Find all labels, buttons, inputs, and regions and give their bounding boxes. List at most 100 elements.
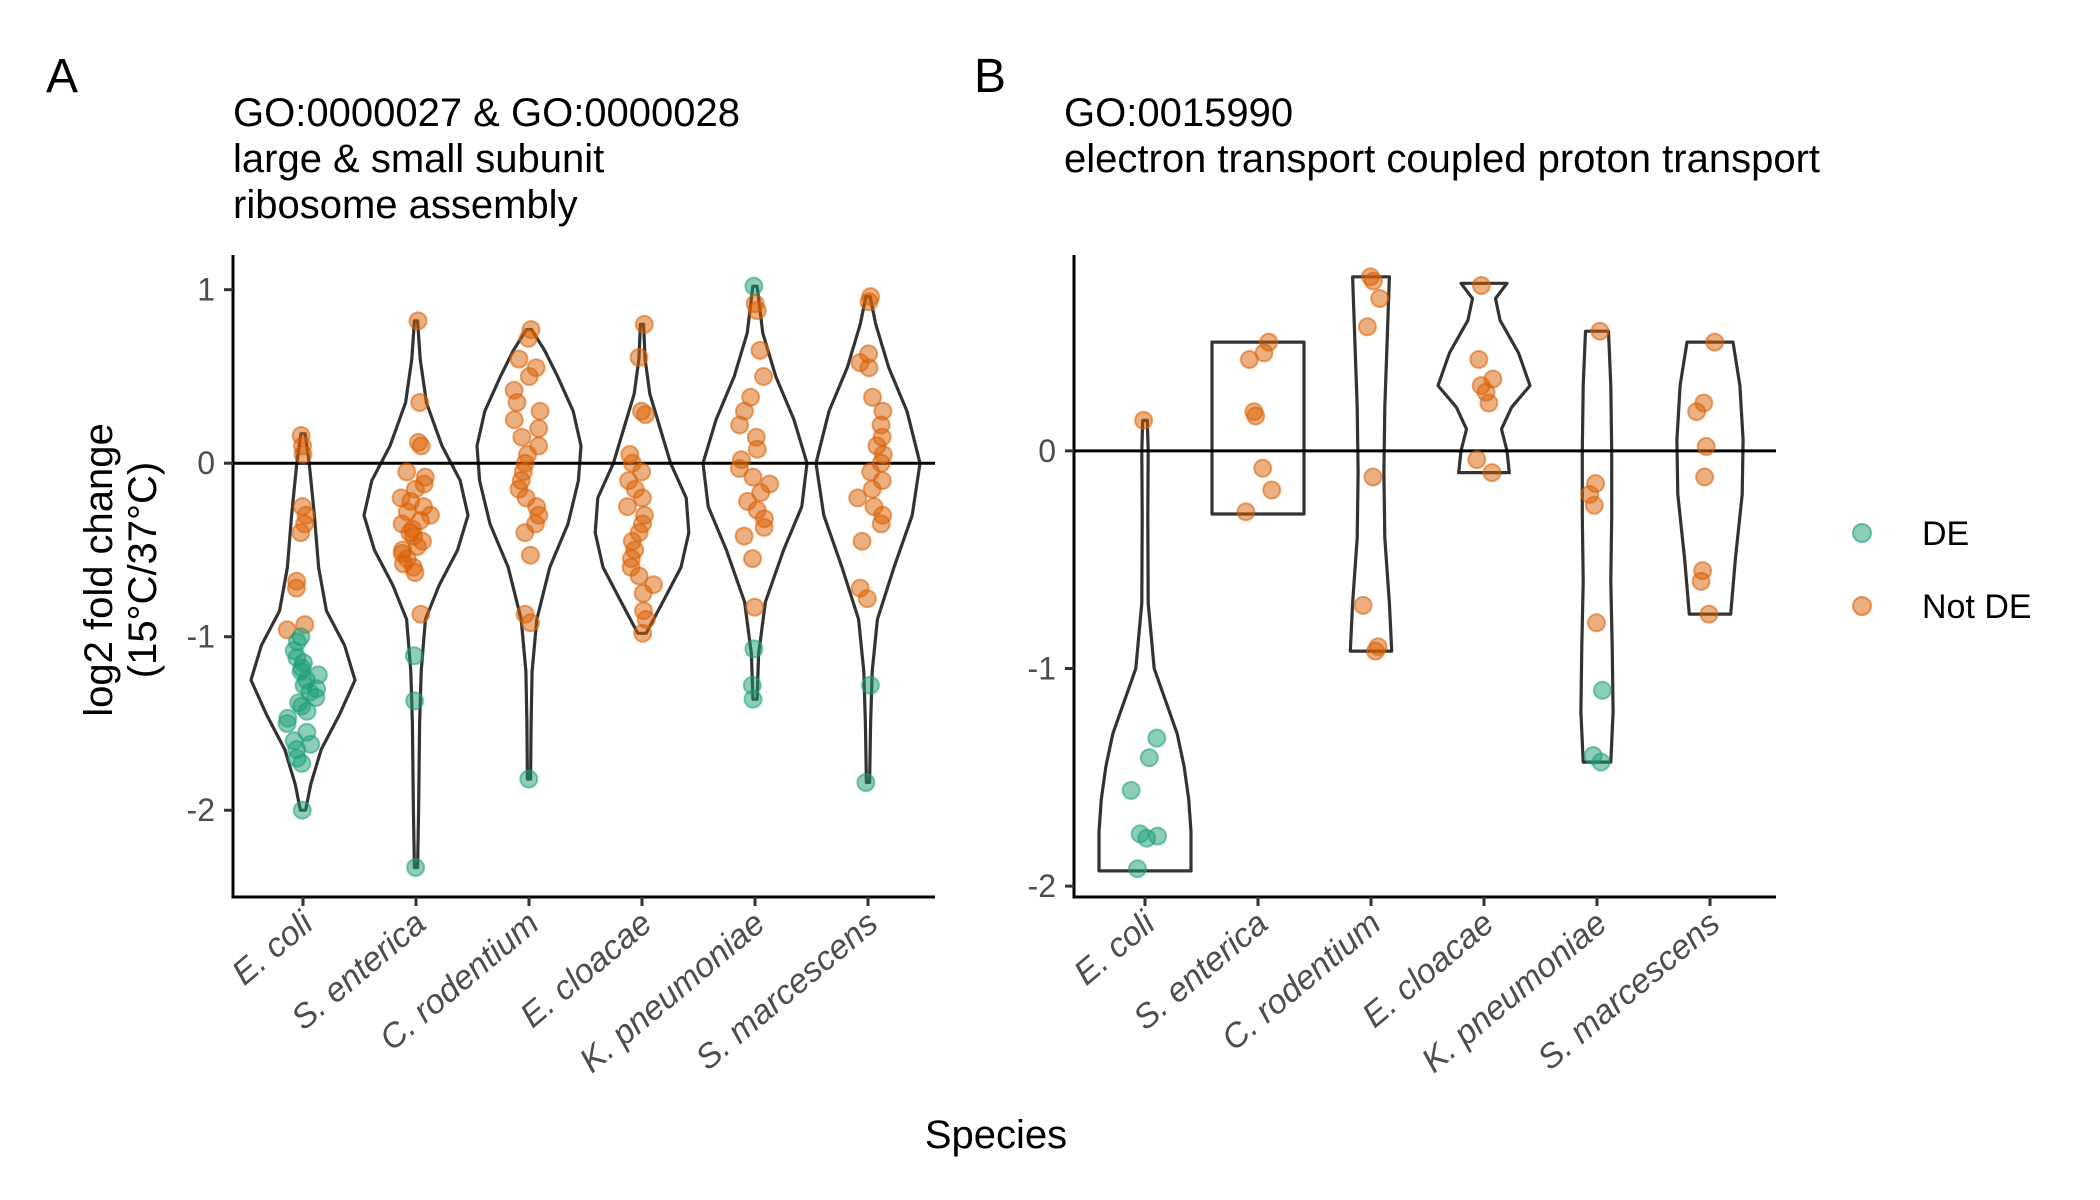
panel-b-point-e-coli [1139,748,1159,768]
panel-b-point-s-enterica [1246,406,1266,426]
panel-a-point-c-rodentium [519,769,539,789]
panel-a-point-k-pneumoniae [744,276,764,296]
panel-a-point-k-pneumoniae [743,549,762,569]
panel-a-point-c-rodentium [518,328,538,348]
panel-a-y-tick-label: 0 [197,445,215,481]
panel-b-letter: B [974,50,1006,103]
panel-b-point-c-rodentium [1353,595,1373,615]
legend-dot-de [1852,523,1872,543]
panel-a-point-c-rodentium [520,545,540,565]
panel-b-violin-k-pneumoniae [1579,329,1615,764]
panel-b-point-s-marcescens [1705,332,1725,352]
panel-a-y-tick-label: 1 [197,272,215,308]
panel-a-point-k-pneumoniae [754,367,774,386]
panel-a-point-s-enterica [410,393,430,412]
panel-a-point-e-cloacae [618,497,637,517]
panel-b-point-c-rodentium [1366,641,1385,661]
panel-a-point-e-cloacae [633,623,653,643]
panel-a-point-e-cloacae [629,566,649,586]
panel-a-point-c-rodentium [507,393,527,412]
panel-b-point-e-cloacae [1467,450,1487,470]
panel-a-point-c-rodentium [521,613,540,633]
panel-a-point-e-coli [297,701,317,721]
panel-a-point-c-rodentium [509,349,529,369]
panel-a-point-e-coli [286,578,306,598]
panel-a-point-c-rodentium [504,410,524,430]
panel-a-point-e-coli [292,753,312,773]
panel-b-violin-e-cloacae [1436,281,1532,475]
panel-a-title-line-2: large & small subunit [233,137,604,181]
panel-b-y-tick-label: 0 [1038,433,1056,469]
panel-a-point-s-enterica [406,858,426,877]
panel-b-point-e-coli [1137,828,1157,848]
panel-a-point-c-rodentium [515,523,535,543]
panel-b-violin-s-enterica [1210,340,1306,516]
legend: DE Not DE [1852,515,2032,626]
panel-a-point-s-enterica [408,311,428,331]
x-axis-title: Species [925,1113,1067,1157]
panel-a-point-e-coli [292,800,312,820]
panel-b-point-s-marcescens [1691,571,1711,591]
panel-b-point-c-rodentium [1357,317,1377,337]
panel-a-point-k-pneumoniae [744,639,764,659]
panel-a-point-s-marcescens [859,292,879,312]
panel-a-point-e-coli [306,688,326,707]
y-axis-title-line-2: (15°C/37°C) [121,462,165,679]
panel-b-point-s-marcescens [1695,467,1715,487]
panel-b-point-e-cloacae [1471,276,1491,295]
panel-b-point-e-coli [1147,728,1167,748]
panel-b-point-s-marcescens [1699,604,1719,624]
panel-b-point-s-marcescens [1687,402,1707,422]
panel-b-y-tick-label: -1 [1028,650,1056,686]
panel-b-title-line-1: GO:0015990 [1064,91,1293,135]
panel-a-point-s-marcescens [856,773,876,792]
panel-b-point-s-enterica [1236,502,1256,522]
legend-label-de: DE [1922,515,1969,553]
panel-b-point-s-enterica [1253,458,1273,478]
panel-a-point-k-pneumoniae [747,301,767,320]
panel-a-point-e-coli [293,445,313,464]
panel-b-point-e-coli [1134,410,1154,430]
panel-a-point-e-cloacae [634,314,654,334]
panel-a-point-k-pneumoniae [751,483,771,503]
legend-label-not-de: Not DE [1922,588,2032,626]
panel-a-y-tick-label: -2 [187,792,215,828]
panel-a-point-e-coli [291,523,311,543]
panel-b-category-label-e-coli: E. coli [1067,903,1163,993]
panel-a-point-c-rodentium [512,427,532,447]
panel-a-point-s-marcescens [860,675,880,695]
legend-dot-not-de [1852,596,1872,616]
panel-a-point-k-pneumoniae [754,517,774,537]
panel-b-point-s-enterica [1262,480,1282,500]
panel-a-point-e-cloacae [632,462,652,482]
panel-a-letter: A [46,50,78,103]
panel-a-title-line-3: ribosome assembly [233,183,578,227]
panel-a-category-label-e-coli: E. coli [225,903,321,993]
panel-a-point-k-pneumoniae [730,415,750,435]
panel-a-point-k-pneumoniae [745,597,765,617]
panel-a-point-s-marcescens [863,387,882,407]
panel-a-point-s-enterica [411,604,431,624]
panel-a-point-k-pneumoniae [734,526,754,546]
panel-a-point-e-coli [277,714,297,733]
panel-a-point-s-marcescens [871,514,891,534]
panel-b-violin-c-rodentium [1348,275,1394,653]
panel-a-point-c-rodentium [529,419,549,438]
panel-b-point-k-pneumoniae [1590,321,1610,341]
panel-a-point-s-enterica [405,691,425,711]
panel-b-point-e-coli [1121,780,1141,800]
panel-a-point-c-rodentium [530,401,550,421]
panel-a-point-c-rodentium [519,367,539,386]
panel-a-point-k-pneumoniae [747,439,767,459]
panel-a-point-e-cloacae [629,347,649,367]
panel-b-point-c-rodentium [1363,271,1383,291]
panel-b-point-c-rodentium [1370,289,1390,308]
panel-a-point-e-cloacae [635,405,655,425]
panel-b-point-e-cloacae [1482,463,1502,483]
panel-a-point-s-marcescens [852,531,872,551]
panel-a-point-s-enterica [404,646,424,666]
panel-b-point-k-pneumoniae [1592,680,1612,700]
panel-b-violin-e-coli [1097,418,1193,873]
